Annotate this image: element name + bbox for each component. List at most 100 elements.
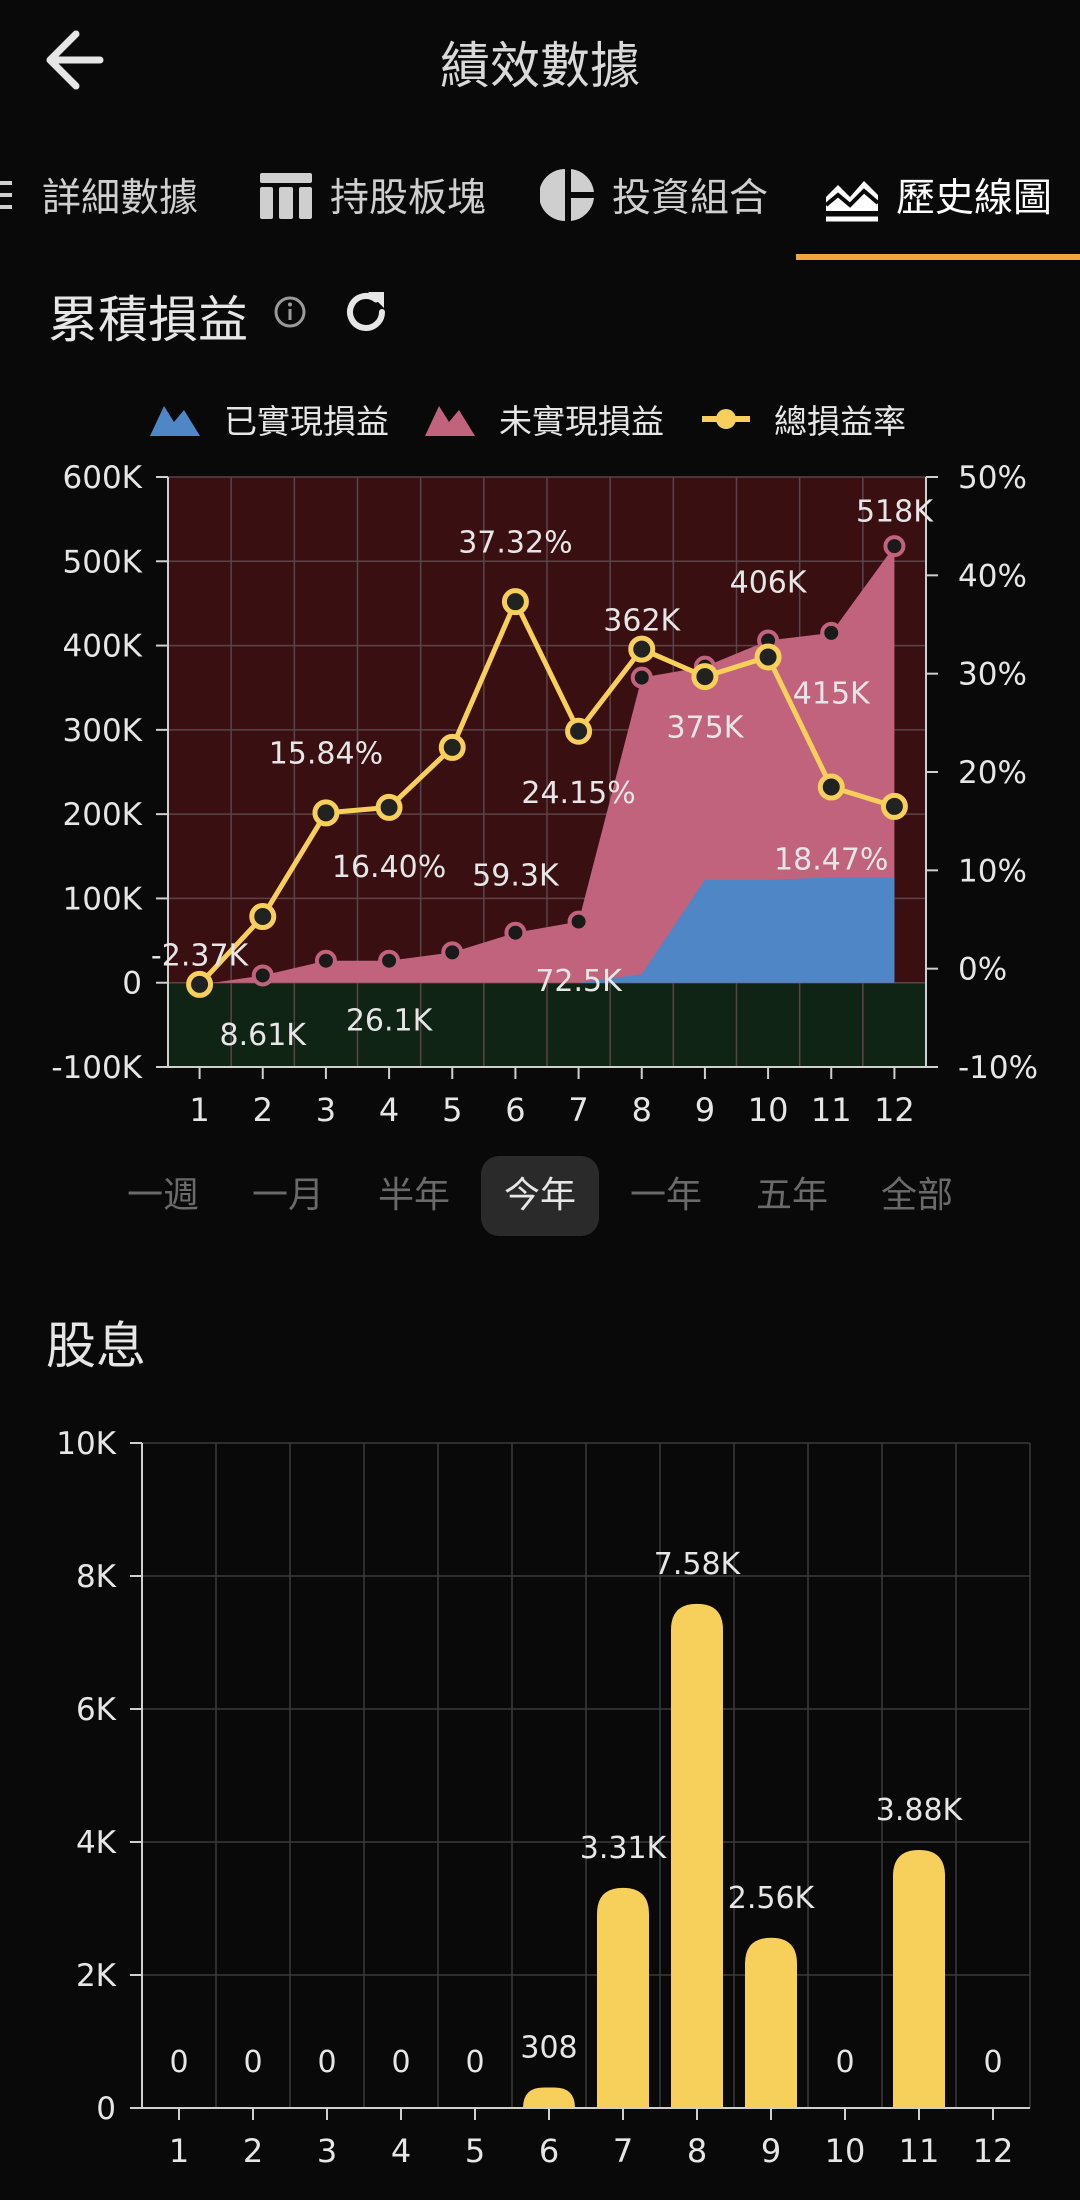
y-axis-tick-label: 8K: [76, 1559, 117, 1595]
y-axis-left-tick-label: 300K: [63, 713, 143, 749]
x-axis-tick-label: 5: [465, 2132, 485, 2170]
x-axis-tick-label: 6: [505, 1091, 525, 1129]
line-point-icon: [702, 409, 750, 429]
x-axis-tick-label: 9: [695, 1091, 715, 1129]
data-label: 18.47%: [774, 843, 888, 878]
data-label: 72.5K: [535, 964, 623, 999]
data-label: 415K: [793, 677, 871, 712]
info-icon[interactable]: [272, 294, 308, 330]
period-all[interactable]: 全部: [880, 1175, 953, 1216]
x-axis-tick-label: 9: [761, 2132, 781, 2170]
bar-value-label: 0: [391, 2045, 410, 2080]
tab-history[interactable]: 歷史線圖: [824, 160, 1052, 230]
legend-label: 未實現損益: [499, 402, 664, 441]
list-icon: [0, 181, 12, 209]
period-1m[interactable]: 一月: [251, 1175, 324, 1216]
x-axis-tick-label: 12: [874, 1091, 915, 1129]
point-total-return-rate: [628, 635, 656, 663]
point-total-return-rate: [754, 643, 782, 671]
point-total-return-rate: [880, 792, 908, 820]
tab-sectors[interactable]: 持股板塊: [258, 160, 486, 230]
tab-portfolio[interactable]: 投資組合: [540, 160, 768, 230]
point-unrealized-pnl: [883, 535, 906, 558]
x-axis-tick-label: 3: [316, 1091, 336, 1129]
area-unrealized-pnl: [199, 546, 895, 985]
bar-dividend: [597, 1887, 649, 2108]
legend-item-return-rate[interactable]: 總損益率: [700, 395, 906, 443]
y-axis-right-tick-label: 30%: [958, 657, 1027, 693]
pie-chart-icon: [540, 169, 594, 221]
legend-item-unrealized[interactable]: 未實現損益: [425, 395, 664, 443]
data-label: 37.32%: [458, 526, 572, 561]
point-unrealized-pnl: [820, 621, 843, 644]
period-1w[interactable]: 一週: [126, 1175, 199, 1216]
x-axis-tick-label: 4: [379, 1091, 399, 1129]
legend-swatch-realized: [150, 406, 200, 436]
bar-dividend: [745, 1937, 797, 2108]
mountain-icon: [425, 406, 475, 436]
point-total-return-rate: [501, 588, 529, 616]
y-axis-tick-label: 0: [96, 2091, 116, 2127]
period-selector: 一週 一月 半年 今年 一年 五年 全部: [0, 1156, 1080, 1236]
dividend-bar-chart: 10K8K6K4K2K0010203040530863.31K77.58K82.…: [56, 1426, 1031, 2170]
x-axis-tick-label: 5: [442, 1091, 462, 1129]
x-axis-tick-label: 7: [568, 1091, 588, 1129]
x-axis-tick-label: 10: [748, 1091, 789, 1129]
point-unrealized-pnl: [314, 949, 337, 972]
y-axis-tick-label: 6K: [76, 1692, 117, 1728]
y-axis-right-tick-label: 0%: [958, 952, 1007, 988]
back-arrow-icon[interactable]: [40, 22, 120, 98]
section-title-dividends: 股息: [46, 1317, 146, 1375]
data-label: 406K: [730, 565, 808, 600]
x-axis-tick-label: 8: [687, 2132, 707, 2170]
tab-details[interactable]: 詳細數據: [0, 160, 198, 230]
x-axis-tick-label: 10: [825, 2132, 866, 2170]
y-axis-tick-label: 4K: [76, 1825, 117, 1861]
cumulative-pnl-chart: 600K500K400K300K200K100K0-100K50%40%30%2…: [51, 460, 1038, 1129]
bar-dividend: [523, 2087, 575, 2108]
y-axis-right-tick-label: 40%: [958, 558, 1027, 594]
bar-value-label: 2.56K: [728, 1881, 816, 1916]
data-label: 518K: [856, 495, 934, 530]
x-axis-tick-label: 7: [613, 2132, 633, 2170]
x-axis-tick-label: 11: [811, 1091, 852, 1129]
point-unrealized-pnl: [378, 949, 401, 972]
point-unrealized-pnl: [504, 921, 527, 944]
chart-legend: 已實現損益 未實現損益 總損益率: [150, 394, 942, 444]
y-axis-left-tick-label: 100K: [63, 881, 143, 917]
y-axis-right-tick-label: -10%: [958, 1050, 1038, 1086]
bar-value-label: 308: [520, 2031, 577, 2066]
y-axis-right-tick-label: 10%: [958, 853, 1027, 889]
bar-value-label: 0: [835, 2045, 854, 2080]
y-axis-left-tick-label: 200K: [63, 797, 143, 833]
bar-value-label: 0: [317, 2045, 336, 2080]
tab-bar: 詳細數據 持股板塊 投資組合 歷史線圖: [0, 130, 1080, 260]
y-axis-left-tick-label: 500K: [63, 544, 143, 580]
x-axis-tick-label: 2: [253, 1091, 273, 1129]
table-icon: [260, 173, 312, 219]
point-unrealized-pnl: [630, 666, 653, 689]
point-total-return-rate: [249, 903, 277, 931]
y-axis-tick-label: 2K: [76, 1958, 117, 1994]
period-1y[interactable]: 一年: [629, 1175, 702, 1216]
x-axis-tick-label: 1: [189, 1091, 209, 1129]
legend-swatch-unrealized: [425, 406, 475, 436]
y-axis-left-tick-label: 600K: [63, 460, 143, 496]
refresh-icon[interactable]: [340, 286, 392, 338]
period-ytd[interactable]: 今年: [481, 1156, 599, 1236]
legend-item-realized[interactable]: 已實現損益: [150, 395, 389, 443]
x-axis-tick-label: 1: [169, 2132, 189, 2170]
x-axis-tick-label: 11: [899, 2132, 940, 2170]
y-axis-tick-label: 10K: [56, 1426, 116, 1462]
y-axis-left-tick-label: -100K: [51, 1050, 142, 1086]
bar-dividend: [893, 1849, 945, 2108]
x-axis-tick-label: 4: [391, 2132, 411, 2170]
legend-label: 已實現損益: [224, 402, 389, 441]
period-6m[interactable]: 半年: [377, 1175, 450, 1216]
period-5y[interactable]: 五年: [755, 1175, 828, 1216]
data-label: 26.1K: [346, 1004, 434, 1039]
point-unrealized-pnl: [251, 964, 274, 987]
tab-label: 詳細數據: [42, 176, 199, 221]
y-axis-right-tick-label: 20%: [958, 755, 1027, 791]
legend-label: 總損益率: [774, 402, 906, 441]
